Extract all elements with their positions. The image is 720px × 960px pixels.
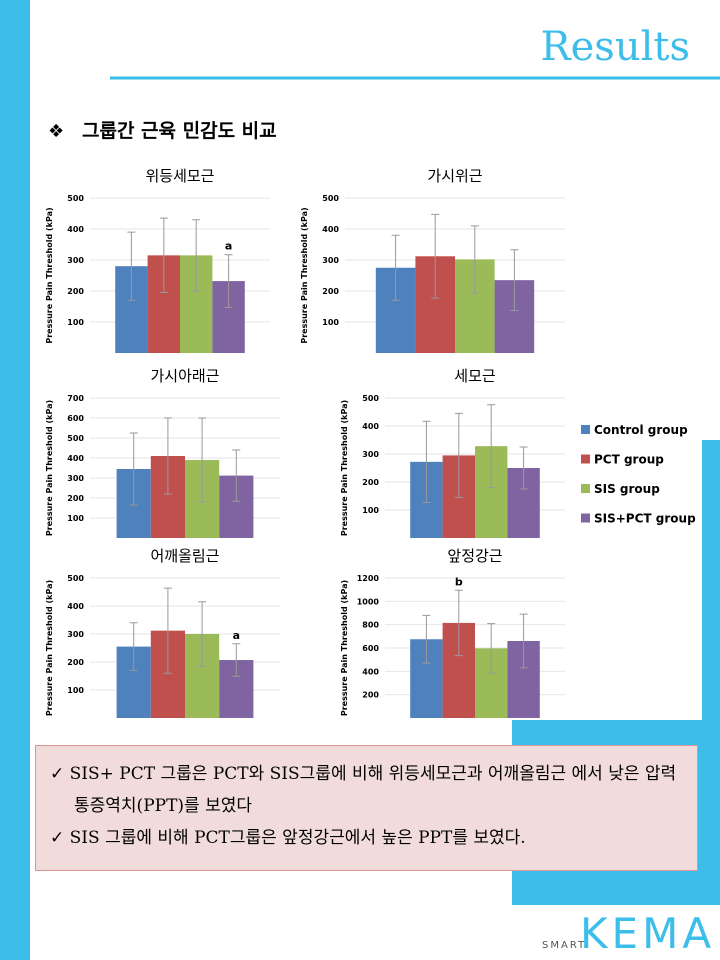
y-tick-label: 100 — [67, 514, 84, 523]
error-bar — [487, 404, 496, 489]
y-tick-label: 100 — [322, 318, 339, 327]
y-tick-label: 800 — [362, 621, 379, 630]
y-axis-label: Pressure Pain Threshold (kPa) — [45, 400, 54, 536]
y-tick-label: 400 — [322, 225, 339, 234]
error-bar — [198, 601, 207, 667]
slide-title: Results — [541, 24, 690, 70]
error-bar — [422, 614, 431, 664]
legend: Control group PCT group SIS group SIS+PCT g… — [574, 412, 698, 540]
error-bar — [454, 412, 463, 498]
error-bar — [487, 623, 496, 674]
legend-label: Control group — [594, 423, 688, 437]
y-tick-label: 400 — [362, 422, 379, 431]
left-strip — [0, 0, 30, 960]
chart-title: 앞정강근 — [447, 547, 502, 565]
annotation: a — [233, 629, 240, 642]
logo-name: KEMA — [580, 909, 715, 958]
error-bar — [192, 219, 201, 292]
y-tick-label: 600 — [67, 414, 84, 423]
error-bar — [470, 225, 479, 294]
error-bar — [454, 589, 463, 657]
error-bar — [422, 420, 431, 503]
error-bar — [129, 432, 138, 506]
error-bar — [129, 622, 138, 671]
y-axis-label: Pressure Pain Threshold (kPa) — [45, 580, 54, 716]
y-tick-label: 300 — [67, 474, 84, 483]
error-bar — [519, 446, 528, 490]
error-bar — [510, 249, 519, 312]
error-bar — [127, 231, 136, 301]
y-tick-label: 200 — [67, 658, 84, 667]
logo-prefix: SMART — [542, 940, 586, 951]
legend-swatch — [581, 513, 590, 523]
y-tick-label: 100 — [362, 506, 379, 515]
y-tick-label: 400 — [67, 454, 84, 463]
y-tick-label: 200 — [362, 478, 379, 487]
bullet-icon: ❖ — [48, 121, 64, 142]
legend-swatch — [581, 425, 590, 434]
chart-title: 가시위근 — [427, 167, 482, 185]
y-tick-label: 400 — [67, 602, 84, 611]
y-tick-label: 300 — [67, 256, 84, 265]
legend-label: PCT group — [594, 453, 664, 467]
y-tick-label: 500 — [67, 574, 84, 583]
y-axis-label: Pressure Pain Threshold (kPa) — [340, 400, 349, 536]
y-tick-label: 400 — [67, 225, 84, 234]
y-axis-label: Pressure Pain Threshold (kPa) — [45, 207, 54, 343]
note: ✓ SIS 그룹에 비해 PCT그룹은 앞정강근에서 높은 PPT를 보였다. — [50, 828, 526, 848]
y-tick-label: 500 — [67, 434, 84, 443]
section-title: 그룹간 근육 민감도 비교 — [82, 120, 277, 142]
chart-title: 위등세모근 — [145, 167, 214, 185]
error-bar — [519, 613, 528, 669]
y-tick-label: 1000 — [357, 597, 380, 606]
note-text: SIS+ PCT 그룹은 PCT와 SIS그룹에 비해 위등세모근과 어깨올림근… — [69, 764, 677, 816]
note-text: SIS 그룹에 비해 PCT그룹은 앞정강근에서 높은 PPT를 보였다. — [69, 828, 526, 848]
y-tick-label: 400 — [362, 667, 379, 676]
note: ✓ SIS+ PCT 그룹은 PCT와 SIS그룹에 비해 위등세모근과 어깨올… — [50, 764, 677, 816]
y-tick-label: 600 — [362, 644, 379, 653]
error-bar — [163, 417, 172, 495]
legend-label: SIS group — [594, 482, 660, 496]
y-tick-label: 500 — [362, 394, 379, 403]
y-tick-label: 200 — [322, 287, 339, 296]
y-tick-label: 700 — [67, 394, 84, 403]
y-tick-label: 300 — [67, 630, 84, 639]
legend-label: SIS+PCT group — [594, 512, 696, 526]
chart-title: 가시아래근 — [150, 367, 219, 385]
error-bar — [431, 213, 440, 299]
chart-title: 세모근 — [454, 367, 496, 385]
legend-box — [574, 412, 698, 540]
annotation: a — [225, 240, 232, 253]
y-tick-label: 100 — [67, 318, 84, 327]
error-bar — [198, 417, 207, 503]
error-bar — [391, 234, 400, 301]
error-bar — [159, 217, 168, 294]
y-tick-label: 200 — [67, 494, 84, 503]
y-tick-label: 100 — [67, 686, 84, 695]
error-bar — [232, 449, 241, 502]
y-axis-label: Pressure Pain Threshold (kPa) — [300, 207, 309, 343]
charts: 위등세모근 Pressure Pain Threshold (kPa) 100 200… — [45, 167, 565, 718]
chart-title: 어깨올림근 — [150, 547, 219, 565]
y-tick-label: 500 — [322, 194, 339, 203]
y-axis-label: Pressure Pain Threshold (kPa) — [340, 580, 349, 716]
y-tick-label: 200 — [362, 691, 379, 700]
y-tick-label: 200 — [67, 287, 84, 296]
error-bar — [232, 643, 241, 677]
notes-box: ✓ SIS+ PCT 그룹은 PCT와 SIS그룹에 비해 위등세모근과 어깨올… — [35, 745, 698, 871]
error-bar — [224, 254, 233, 308]
y-tick-label: 500 — [67, 194, 84, 203]
error-bar — [163, 587, 172, 674]
y-tick-label: 1200 — [357, 574, 380, 583]
y-tick-label: 300 — [322, 256, 339, 265]
annotation: b — [455, 575, 463, 588]
legend-swatch — [581, 484, 590, 493]
legend-swatch — [581, 454, 590, 464]
y-tick-label: 300 — [362, 450, 379, 459]
